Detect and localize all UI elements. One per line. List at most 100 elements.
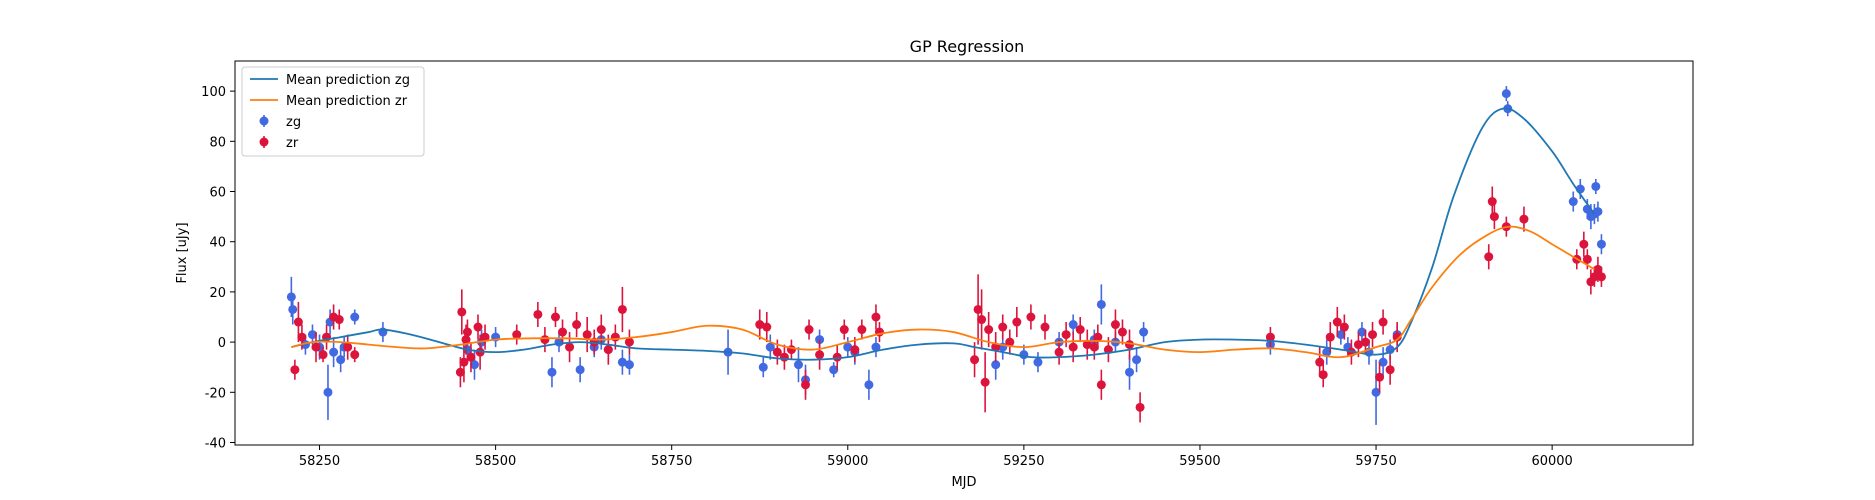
legend: Mean prediction zg Mean prediction zr zg zr	[241, 66, 425, 157]
zr-data-point	[973, 304, 983, 314]
zr-data-point	[572, 320, 582, 330]
zg-data-point	[1096, 299, 1106, 309]
zr-data-point	[871, 312, 881, 322]
zr-data-point	[1593, 264, 1603, 274]
zr-data-point	[1378, 317, 1388, 327]
zr-data-point	[596, 325, 606, 335]
zg-data-point	[1068, 320, 1078, 330]
zr-data-point	[1339, 322, 1349, 332]
zr-data-point	[1068, 342, 1078, 352]
zr-data-point	[801, 380, 811, 390]
zr-data-point	[297, 332, 307, 342]
zr-data-point	[815, 350, 825, 360]
zr-data-point	[473, 322, 483, 332]
legend-label: zr	[286, 136, 299, 151]
legend-label: Mean prediction zr	[286, 94, 408, 109]
zr-data-point	[457, 307, 467, 317]
zg-data-point	[336, 355, 346, 365]
legend-marker-swatch	[259, 116, 269, 126]
zr-data-point	[350, 350, 360, 360]
zg-data-point	[1591, 181, 1601, 191]
zr-data-point	[1582, 254, 1592, 264]
zr-data-point	[293, 317, 303, 327]
zr-data-point	[1579, 239, 1589, 249]
y-axis-label: Flux [uJy]	[175, 222, 190, 283]
zr-data-point	[1519, 214, 1529, 224]
x-tick-label: 59250	[1003, 454, 1044, 469]
zg-data-point	[547, 367, 557, 377]
zr-data-point	[1005, 337, 1015, 347]
zr-data-point	[857, 325, 867, 335]
y-tick-label: 100	[201, 85, 226, 100]
zg-data-point	[1378, 357, 1388, 367]
zr-data-point	[558, 327, 568, 337]
axes-ticks: 58250 58500 58750 59000 59250 59500 59750 60000…	[201, 85, 1573, 469]
zg-data-point	[991, 360, 1001, 370]
zr-data-point	[343, 342, 353, 352]
zr-data-point	[850, 345, 860, 355]
zr-data-point	[1325, 332, 1335, 342]
x-tick-label: 58250	[299, 454, 340, 469]
zr-data-point	[290, 365, 300, 375]
zg-data-point	[1371, 387, 1381, 397]
zr-data-point	[624, 337, 634, 347]
zg-data-point	[1132, 355, 1142, 365]
zr-data-point	[1484, 252, 1494, 262]
zr-data-point	[762, 322, 772, 332]
zg-data-point	[758, 362, 768, 372]
zg-data-point	[1596, 239, 1606, 249]
zr-data-point	[550, 312, 560, 322]
line-mean-prediction-zg	[291, 107, 1596, 361]
zr-data-point	[603, 345, 613, 355]
zr-data-point	[1487, 197, 1497, 207]
zr-data-point	[804, 325, 814, 335]
zg-data-point	[1033, 357, 1043, 367]
zg-data-point	[288, 304, 298, 314]
x-tick-label: 59500	[1179, 454, 1220, 469]
x-tick-label: 58750	[651, 454, 692, 469]
axes-frame	[234, 60, 1694, 446]
zr-data-point	[1089, 342, 1099, 352]
zr-data-point	[1054, 347, 1064, 357]
legend-box	[241, 66, 425, 157]
y-tick-label: -20	[205, 386, 226, 401]
zr-data-point	[779, 352, 789, 362]
zr-data-point	[755, 320, 765, 330]
zr-data-point	[1082, 340, 1092, 350]
y-tick-label: 20	[209, 286, 226, 301]
x-axis-label: MJD	[951, 475, 976, 490]
zr-data-point	[462, 327, 472, 337]
zg-data-point	[1501, 89, 1511, 99]
zr-data-point	[1368, 330, 1378, 340]
zg-data-point	[1357, 327, 1367, 337]
zr-data-point	[1375, 372, 1385, 382]
zr-data-point	[1093, 332, 1103, 342]
zr-data-point	[533, 309, 543, 319]
zr-data-point	[1385, 365, 1395, 375]
zg-data-point	[1336, 330, 1346, 340]
zr-data-point	[610, 332, 620, 342]
zr-data-point	[970, 355, 980, 365]
zg-data-point	[575, 365, 585, 375]
zr-data-point	[480, 332, 490, 342]
zg-data-point	[329, 347, 339, 357]
zg-data-point	[1019, 350, 1029, 360]
zr-data-point	[984, 325, 994, 335]
zr-data-point	[1012, 317, 1022, 327]
legend-label: Mean prediction zg	[286, 73, 410, 88]
x-tick-label: 59750	[1355, 454, 1396, 469]
zr-data-point	[1061, 330, 1071, 340]
zr-data-point	[839, 325, 849, 335]
zr-data-point	[582, 330, 592, 340]
zr-data-point	[334, 315, 344, 325]
zg-data-point	[843, 342, 853, 352]
zg-data-point	[307, 330, 317, 340]
y-tick-label: 60	[209, 186, 226, 201]
zr-data-point	[977, 315, 987, 325]
legend-marker-swatch	[259, 137, 269, 147]
zr-data-point	[772, 347, 782, 357]
zr-data-point	[1596, 272, 1606, 282]
zr-data-point	[1135, 402, 1145, 412]
zr-data-point	[1353, 340, 1363, 350]
